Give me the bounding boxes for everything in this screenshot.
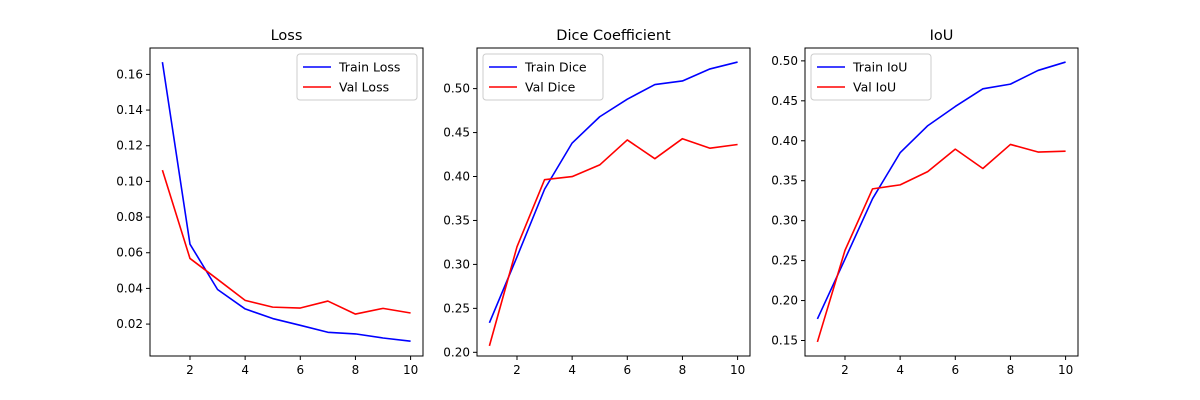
legend-label: Train Dice	[524, 60, 587, 75]
legend-label: Val IoU	[853, 80, 896, 95]
y-tick-label: 0.25	[771, 254, 798, 268]
y-tick-label: 0.40	[443, 170, 470, 184]
y-tick-label: 0.04	[116, 281, 143, 295]
y-tick-label: 0.35	[443, 213, 470, 227]
x-tick-label: 8	[352, 363, 360, 377]
series-line-val-dice	[488, 137, 738, 347]
iou-chart: IoU 2 4 6 8 10 0.15 0.20 0.25 0.30 0.35 0.40 0.45 0.5…	[771, 28, 1079, 377]
y-tick-label: 0.15	[771, 334, 798, 348]
axes-frame	[804, 47, 1079, 357]
x-tick-label: 6	[296, 363, 304, 377]
x-tick-label: 4	[568, 363, 576, 377]
y-tick-label: 0.45	[443, 126, 470, 140]
legend: Train IoU Val IoU	[810, 53, 932, 101]
x-tick-label: 10	[403, 363, 418, 377]
x-tick-label: 2	[186, 363, 194, 377]
y-tick-label: 0.40	[771, 134, 798, 148]
legend-box	[482, 53, 604, 101]
x-tick-label: 4	[241, 363, 249, 377]
x-tick-label: 4	[896, 363, 904, 377]
y-tick-label: 0.30	[443, 257, 470, 271]
chart-title: Loss	[271, 28, 303, 44]
x-tick-label: 6	[623, 363, 631, 377]
y-tick-label: 0.50	[443, 82, 470, 96]
legend-label: Train IoU	[852, 60, 907, 75]
legend-box	[296, 53, 418, 101]
series-line-val-iou	[816, 143, 1066, 343]
y-tick-label: 0.08	[116, 210, 143, 224]
y-tick-label: 0.30	[771, 214, 798, 228]
x-tick-label: 6	[951, 363, 959, 377]
y-tick-label: 0.16	[116, 67, 143, 81]
axes-frame	[476, 47, 751, 357]
y-tick-label: 0.10	[116, 174, 143, 188]
x-tick-label: 2	[841, 363, 849, 377]
chart-title: Dice Coefficient	[556, 28, 671, 44]
y-tick-label: 0.45	[771, 94, 798, 108]
y-tick-label: 0.12	[116, 139, 143, 153]
y-tick-label: 0.50	[771, 54, 798, 68]
y-tick-label: 0.14	[116, 103, 143, 117]
loss-chart: Loss 2 4 6 8 10 0.02 0.04 0.06 0.08 0.10 0.12 0.14 0.…	[116, 28, 424, 377]
series-line-val-loss	[161, 169, 411, 315]
y-tick-label: 0.06	[116, 246, 143, 260]
legend-label: Train Loss	[338, 60, 400, 75]
series-line-train-iou	[816, 61, 1066, 320]
x-tick-label: 10	[1058, 363, 1073, 377]
x-tick-label: 8	[679, 363, 687, 377]
y-tick-label: 0.25	[443, 301, 470, 315]
dice-coefficient-chart: Dice Coefficient 2 4 6 8 10 0.20 0.25 0.30 0.35 0.…	[443, 28, 751, 377]
legend: Train Loss Val Loss	[296, 53, 418, 101]
axes-frame	[149, 47, 424, 357]
series-line-train-dice	[488, 61, 738, 324]
chart-title: IoU	[930, 28, 954, 44]
y-tick-label: 0.35	[771, 174, 798, 188]
legend-label: Val Loss	[339, 80, 389, 95]
y-tick-label: 0.02	[116, 317, 143, 331]
series-line-train-loss	[161, 61, 411, 342]
legend: Train Dice Val Dice	[482, 53, 604, 101]
y-tick-label: 0.20	[771, 294, 798, 308]
x-tick-label: 2	[513, 363, 521, 377]
x-tick-label: 10	[730, 363, 745, 377]
legend-label: Val Dice	[525, 80, 576, 95]
legend-box	[810, 53, 932, 101]
x-tick-label: 8	[1007, 363, 1015, 377]
y-tick-label: 0.20	[443, 345, 470, 359]
